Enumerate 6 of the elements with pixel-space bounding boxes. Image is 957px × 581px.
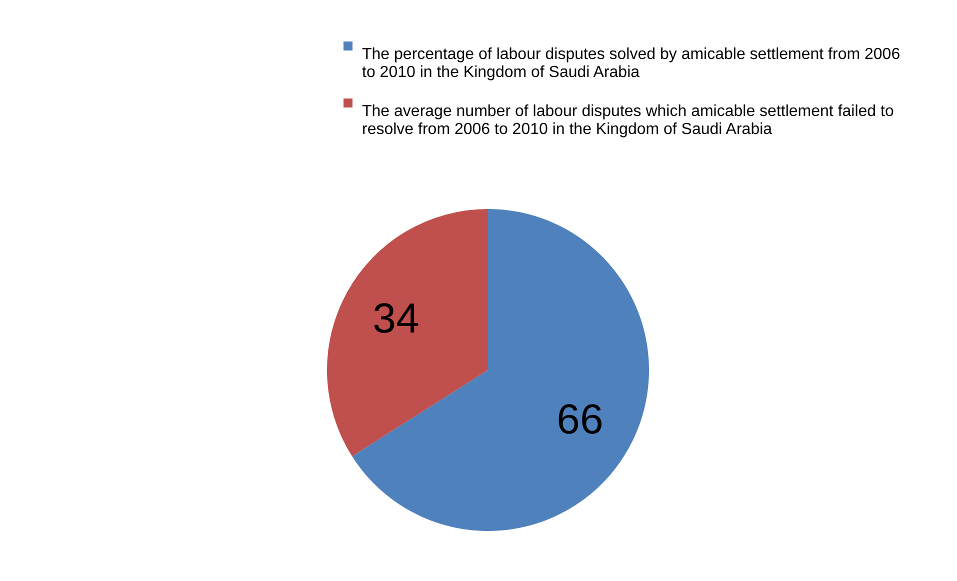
data-label: 66 [556, 396, 604, 443]
pie-slice [327, 209, 488, 456]
legend-label: The percentage of labour disputes solved by amicable settlement from 2006 to 2010 in the Kingdom of Saudi Arabia [362, 46, 900, 81]
legend-label: The average number of labour disputes which amicable settlement failed to resolve from 2006 to 2010 in the Kingdom of Saudi Arabia [362, 103, 894, 138]
pie-slice [352, 209, 649, 531]
data-label: 34 [372, 294, 420, 342]
